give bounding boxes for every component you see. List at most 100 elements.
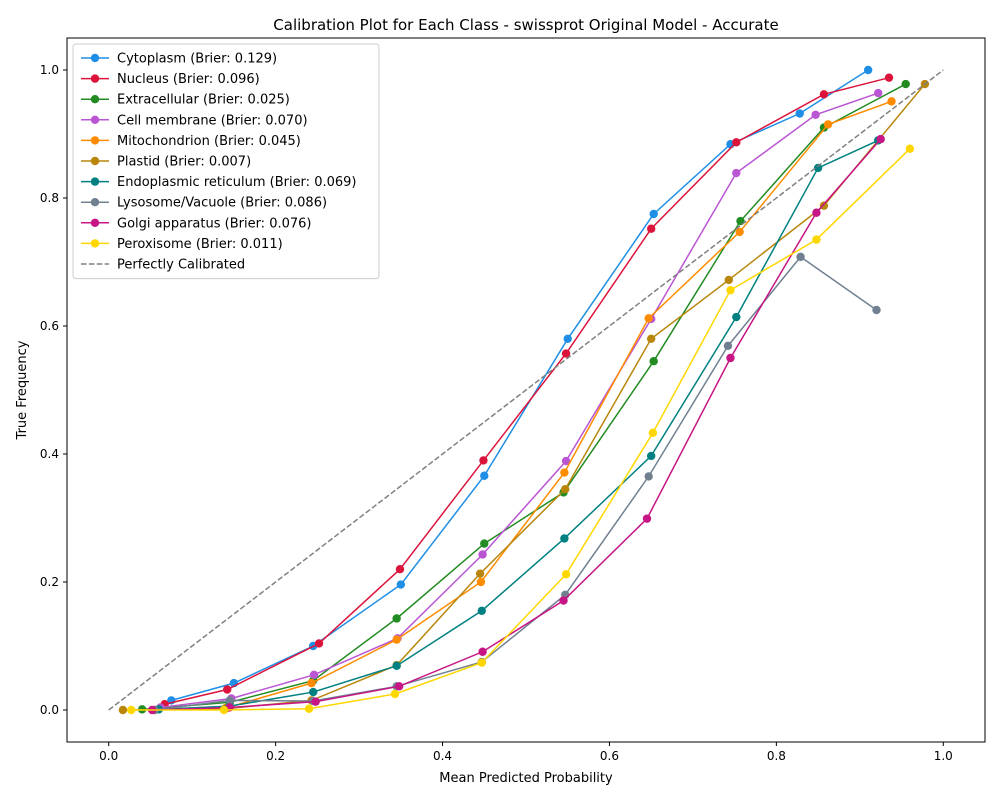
x-tick-label: 0.0 bbox=[99, 749, 118, 763]
data-point bbox=[872, 305, 881, 315]
legend-label: Cytoplasm (Brier: 0.129) bbox=[117, 52, 277, 67]
data-point bbox=[649, 209, 658, 219]
legend-entry: Nucleus (Brier: 0.096) bbox=[81, 72, 260, 87]
chart-title: Calibration Plot for Each Class - swissp… bbox=[273, 16, 778, 34]
data-point bbox=[819, 90, 829, 99]
series-10 bbox=[108, 69, 944, 711]
data-point bbox=[479, 456, 488, 465]
legend-marker bbox=[90, 74, 100, 83]
data-point bbox=[477, 606, 486, 615]
data-point bbox=[644, 472, 653, 481]
legend-entry: Cell membrane (Brier: 0.070) bbox=[81, 113, 308, 128]
data-point bbox=[219, 705, 229, 715]
y-tick-label: 0.6 bbox=[40, 319, 59, 333]
data-point bbox=[561, 485, 570, 494]
series-line bbox=[160, 92, 879, 709]
legend-label: Cell membrane (Brier: 0.070) bbox=[117, 113, 308, 128]
x-axis: 0.0 0.2 0.4 0.6 0.8 1.0 bbox=[99, 742, 953, 763]
data-point bbox=[477, 658, 486, 667]
legend-label: Golgi apparatus (Brier: 0.076) bbox=[117, 216, 312, 231]
data-point bbox=[876, 134, 885, 144]
data-point bbox=[390, 689, 400, 699]
legend-marker bbox=[90, 177, 100, 186]
series-9 bbox=[127, 144, 915, 715]
legend-label: Plastid (Brier: 0.007) bbox=[117, 155, 251, 170]
series-line bbox=[158, 139, 879, 711]
y-axis-label: True Frequency bbox=[15, 340, 30, 440]
data-point bbox=[304, 704, 314, 713]
legend-entry: Extracellular (Brier: 0.025) bbox=[81, 93, 290, 108]
data-point bbox=[811, 110, 820, 120]
legend-entry: Plastid (Brier: 0.007) bbox=[81, 155, 251, 170]
plot-frame bbox=[66, 37, 986, 743]
legend-label: Peroxisome (Brier: 0.011) bbox=[117, 237, 283, 252]
x-tick-label: 0.8 bbox=[767, 749, 786, 763]
legend-entry: Peroxisome (Brier: 0.011) bbox=[81, 237, 283, 252]
data-point bbox=[396, 580, 406, 589]
series-line bbox=[154, 100, 892, 711]
data-point bbox=[823, 120, 833, 129]
data-point bbox=[726, 285, 735, 295]
x-tick-label: 1.0 bbox=[934, 749, 953, 763]
data-point bbox=[127, 705, 136, 715]
data-point bbox=[726, 353, 735, 363]
data-point bbox=[476, 577, 486, 587]
data-point bbox=[561, 570, 571, 579]
data-point bbox=[478, 647, 487, 656]
data-point bbox=[732, 168, 741, 178]
y-tick-label: 0.0 bbox=[40, 703, 59, 717]
data-point bbox=[309, 670, 319, 679]
data-point bbox=[905, 144, 915, 153]
data-point bbox=[796, 252, 805, 262]
data-point bbox=[394, 682, 404, 691]
data-point bbox=[118, 705, 128, 715]
data-point bbox=[475, 569, 485, 578]
legend-marker bbox=[90, 198, 100, 207]
data-point bbox=[311, 697, 320, 706]
legend-marker bbox=[90, 136, 100, 145]
x-tick-label: 0.4 bbox=[433, 749, 452, 763]
data-point bbox=[561, 456, 571, 466]
data-point bbox=[732, 138, 741, 147]
legend-entry: Mitochondrion (Brier: 0.045) bbox=[81, 134, 301, 149]
legend-entry: Endoplasmic reticulum (Brier: 0.069) bbox=[81, 175, 356, 190]
data-point bbox=[863, 65, 873, 75]
legend-label: Endoplasmic reticulum (Brier: 0.069) bbox=[117, 175, 356, 190]
data-point bbox=[392, 614, 401, 623]
data-point bbox=[646, 451, 656, 461]
legend-marker bbox=[90, 53, 100, 63]
legend-label: Extracellular (Brier: 0.025) bbox=[117, 93, 290, 108]
x-tick-label: 0.6 bbox=[600, 749, 619, 763]
legend-entry: Cytoplasm (Brier: 0.129) bbox=[81, 52, 277, 67]
legend-marker bbox=[90, 115, 100, 125]
data-point bbox=[307, 678, 316, 688]
data-point bbox=[480, 539, 489, 548]
data-point bbox=[560, 468, 569, 477]
data-point bbox=[559, 596, 568, 605]
data-point bbox=[732, 312, 741, 322]
series-line bbox=[142, 83, 907, 711]
data-point bbox=[644, 314, 653, 323]
data-point bbox=[480, 471, 489, 480]
y-tick-label: 0.4 bbox=[40, 447, 59, 461]
data-point bbox=[648, 428, 658, 438]
data-point bbox=[642, 514, 652, 523]
legend-label: Mitochondrion (Brier: 0.045) bbox=[117, 134, 301, 149]
data-point bbox=[392, 661, 401, 671]
data-point bbox=[723, 341, 733, 351]
data-point bbox=[724, 275, 733, 285]
data-point bbox=[901, 79, 910, 89]
data-point bbox=[735, 227, 744, 237]
data-point bbox=[225, 696, 234, 705]
legend-entry: Perfectly Calibrated bbox=[81, 258, 245, 273]
legend-marker bbox=[90, 95, 100, 104]
y-tick-label: 0.2 bbox=[40, 575, 59, 589]
series-line bbox=[108, 69, 944, 711]
legend-label: Nucleus (Brier: 0.096) bbox=[117, 72, 260, 87]
plot-area bbox=[108, 65, 944, 715]
data-point bbox=[819, 201, 829, 210]
legend-marker bbox=[90, 156, 100, 166]
data-point bbox=[561, 349, 571, 358]
data-point bbox=[649, 357, 658, 366]
